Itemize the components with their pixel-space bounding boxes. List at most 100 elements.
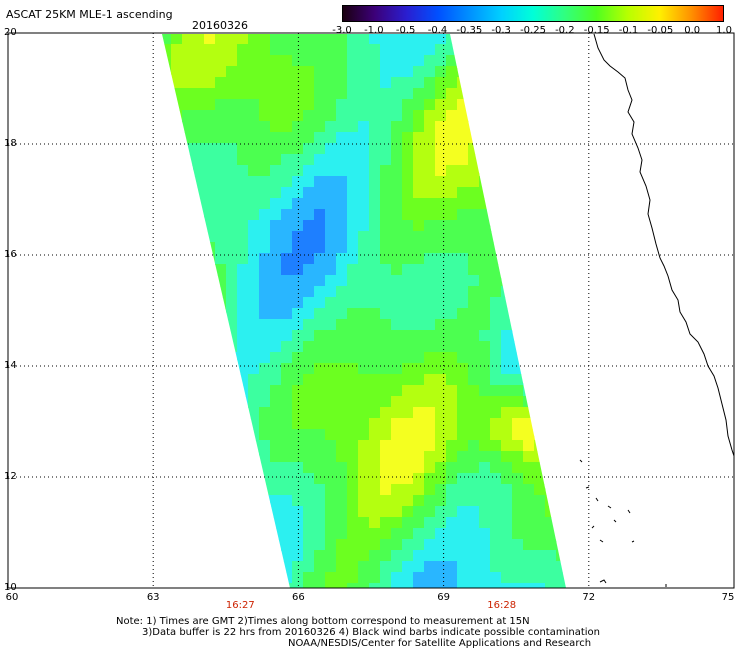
swath-cell xyxy=(204,506,216,518)
swath-cell xyxy=(457,539,469,551)
swath-cell xyxy=(490,550,502,562)
swath-cell xyxy=(424,462,436,474)
swath-cell xyxy=(523,407,535,419)
swath-cell xyxy=(226,143,238,155)
swath-cell xyxy=(424,110,436,122)
swath-cell xyxy=(358,473,370,485)
swath-cell xyxy=(446,506,458,518)
swath-cell xyxy=(380,275,392,287)
swath-cell xyxy=(314,462,326,474)
swath-cell xyxy=(281,209,293,221)
swath-cell xyxy=(270,143,282,155)
swath-cell xyxy=(270,528,282,540)
swath-cell xyxy=(556,77,566,89)
swath-cell xyxy=(468,418,480,430)
swath-cell xyxy=(523,176,535,188)
colorbar-label: 0.0 xyxy=(684,25,701,36)
swath-cell xyxy=(490,352,502,364)
swath-cell xyxy=(556,473,566,485)
swath-cell xyxy=(193,110,205,122)
swath-cell xyxy=(413,275,425,287)
swath-cell xyxy=(446,66,458,78)
product-date: 20160326 xyxy=(192,19,248,32)
swath-cell xyxy=(314,253,326,265)
swath-cell xyxy=(237,121,249,133)
swath-cell xyxy=(369,462,381,474)
swath-cell xyxy=(182,374,194,386)
swath-cell xyxy=(259,330,271,342)
swath-cell xyxy=(501,297,513,309)
swath-cell xyxy=(501,517,513,529)
swath-cell xyxy=(446,572,458,584)
swath-cell xyxy=(292,176,304,188)
swath-cell xyxy=(226,484,238,496)
swath-cell xyxy=(468,143,480,155)
swath-cell xyxy=(556,44,566,56)
swath-cell xyxy=(567,275,579,287)
swath-cell xyxy=(325,286,337,298)
swath-cell xyxy=(292,418,304,430)
swath-cell xyxy=(369,440,381,452)
swath-cell xyxy=(446,264,458,276)
swath-cell xyxy=(162,77,172,89)
swath-cell xyxy=(259,550,271,562)
swath-cell xyxy=(512,275,524,287)
swath-cell xyxy=(336,88,348,100)
swath-cell xyxy=(380,165,392,177)
swath-cell xyxy=(534,198,546,210)
swath-cell xyxy=(446,132,458,144)
swath-cell xyxy=(281,34,293,45)
swath-cell xyxy=(358,418,370,430)
swath-cell xyxy=(259,154,271,166)
swath-cell xyxy=(468,231,480,243)
swath-cell xyxy=(162,231,172,243)
swath-cell xyxy=(292,44,304,56)
swath-cell xyxy=(534,286,546,298)
swath-cell xyxy=(358,440,370,452)
swath-cell xyxy=(347,99,359,111)
swath-cell xyxy=(347,286,359,298)
swath-cell xyxy=(512,550,524,562)
swath-cell xyxy=(424,88,436,100)
swath-cell xyxy=(303,429,315,441)
swath-cell xyxy=(534,88,546,100)
swath-cell xyxy=(347,209,359,221)
swath-cell xyxy=(358,506,370,518)
swath-cell xyxy=(468,363,480,375)
swath-cell xyxy=(259,253,271,265)
swath-cell xyxy=(248,308,260,320)
swath-cell xyxy=(391,88,403,100)
swath-cell xyxy=(325,407,337,419)
swath-cell xyxy=(391,154,403,166)
swath-cell xyxy=(162,352,172,364)
swath-cell xyxy=(347,429,359,441)
swath-cell xyxy=(248,176,260,188)
swath-cell xyxy=(556,286,566,298)
swath-cell xyxy=(369,132,381,144)
swath-cell xyxy=(523,88,535,100)
swath-cell xyxy=(162,495,172,507)
swath-cell xyxy=(281,396,293,408)
swath-cell xyxy=(325,484,337,496)
swath-cell xyxy=(468,506,480,518)
swath-cell xyxy=(162,253,172,265)
swath-cell xyxy=(479,242,491,254)
swath-cell xyxy=(490,198,502,210)
swath-cell xyxy=(435,132,447,144)
swath-cell xyxy=(435,176,447,188)
swath-cell xyxy=(193,44,205,56)
swath-cell xyxy=(303,88,315,100)
swath-cell xyxy=(182,308,194,320)
swath-cell xyxy=(193,319,205,331)
swath-cell xyxy=(248,77,260,89)
swath-cell xyxy=(380,34,392,45)
swath-cell xyxy=(424,242,436,254)
swath-cell xyxy=(446,275,458,287)
swath-cell xyxy=(303,242,315,254)
swath-cell xyxy=(512,396,524,408)
swath-cell xyxy=(182,88,194,100)
swath-cell xyxy=(325,55,337,67)
swath-cell xyxy=(424,198,436,210)
swath-cell xyxy=(435,396,447,408)
swath-cell xyxy=(523,154,535,166)
